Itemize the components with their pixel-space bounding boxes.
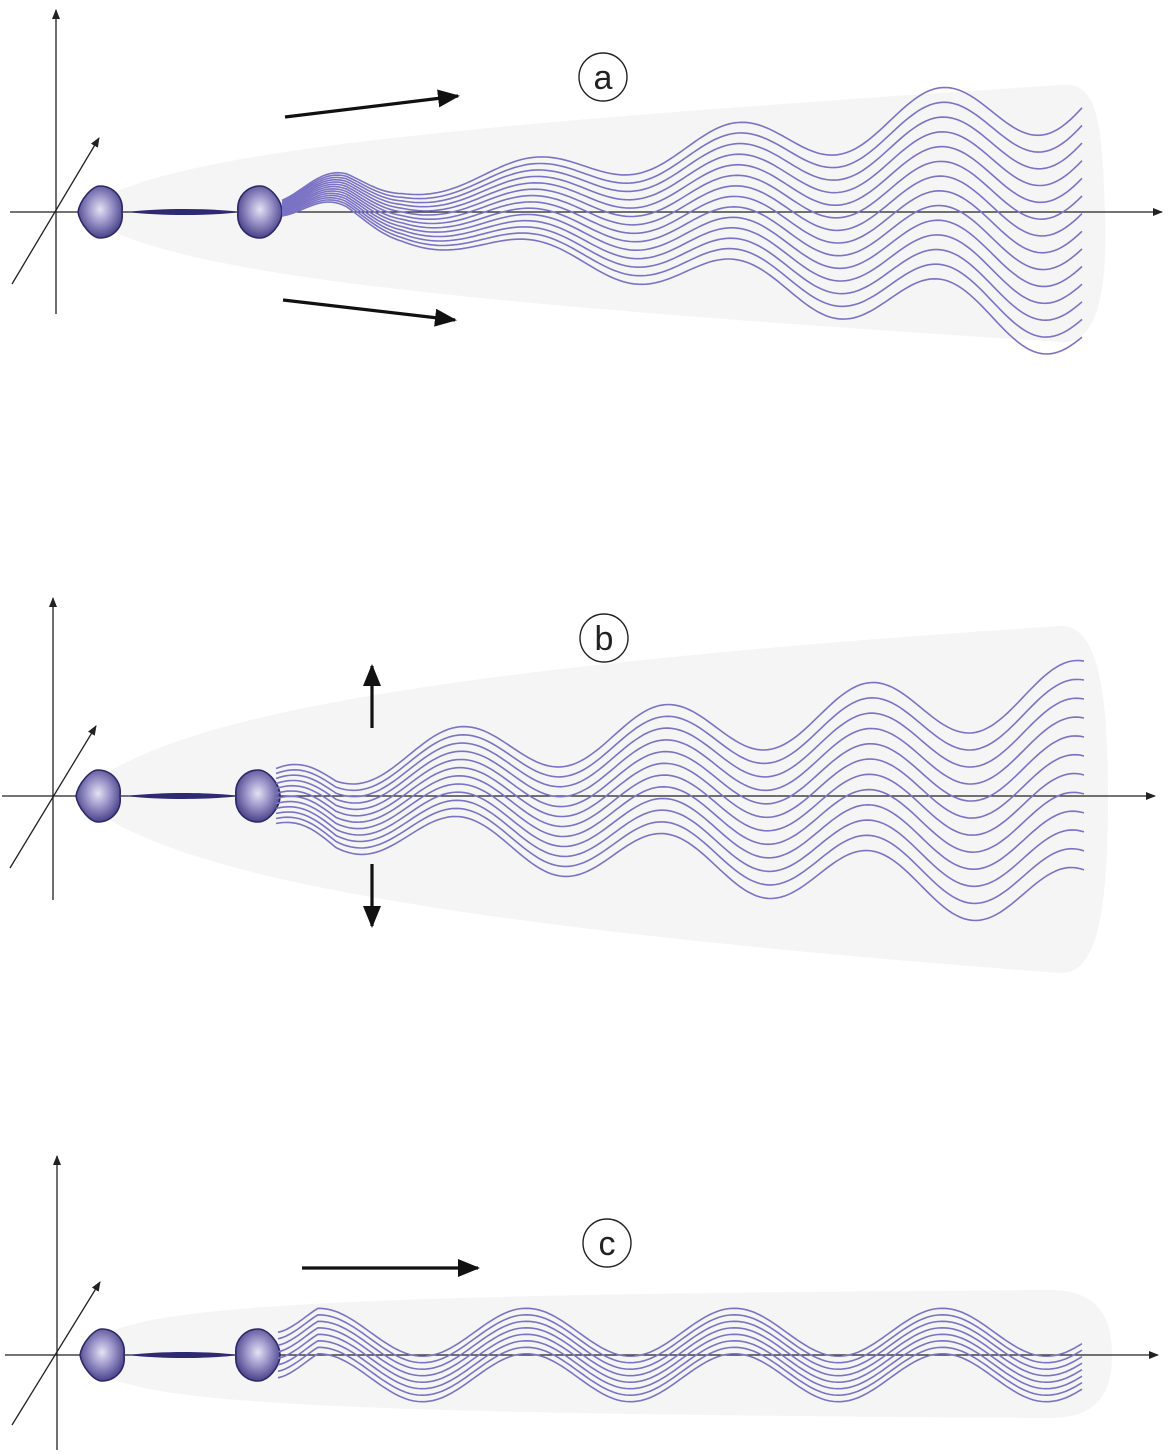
wavefront-line <box>277 1313 1083 1364</box>
wavefront-line <box>275 753 1085 819</box>
wavefront-line <box>275 791 1085 870</box>
panel-a: a <box>10 9 1163 355</box>
wavefronts <box>281 86 1083 355</box>
svg-text:c: c <box>599 1225 616 1263</box>
panel-label-c: c <box>582 1218 632 1268</box>
double-lobe-source <box>75 769 281 823</box>
wavefront-line <box>275 716 1085 804</box>
wavefront-line <box>281 201 1083 355</box>
wavefront-line <box>275 807 1085 905</box>
wavefront-line <box>281 130 1083 208</box>
wavefront-line <box>281 196 1083 322</box>
wavefronts <box>277 1307 1083 1403</box>
wavefront-line <box>275 772 1085 836</box>
wavefront-line <box>277 1339 1083 1390</box>
svg-text:b: b <box>595 620 614 658</box>
double-lobe-source <box>79 1328 281 1382</box>
wavefront-line <box>275 697 1085 798</box>
panel-c: c <box>5 1155 1159 1450</box>
svg-text:a: a <box>594 59 613 97</box>
wavefront-line <box>281 190 1083 271</box>
divergence-arrow-up <box>284 89 460 119</box>
wavefront-line <box>275 659 1085 785</box>
wavefront-line <box>277 1333 1083 1384</box>
wavefront-line <box>277 1307 1083 1358</box>
wavefront-line <box>281 192 1083 288</box>
wavefront-line <box>277 1346 1083 1397</box>
wavefront-line <box>277 1320 1083 1371</box>
wavefront-line <box>277 1352 1083 1403</box>
wavefront-line <box>275 735 1085 811</box>
divergence-arrow-down <box>282 298 457 327</box>
wavefront-line <box>281 86 1083 202</box>
wavefront-line <box>275 678 1085 792</box>
wavefront-line <box>281 199 1083 338</box>
wavefront-line <box>281 194 1083 305</box>
beam-envelope <box>78 625 1108 974</box>
wavefront-line <box>281 175 1083 237</box>
wavefront-line <box>281 160 1083 221</box>
panel-b: b <box>2 597 1156 974</box>
wavefronts <box>275 659 1085 922</box>
wavefront-line <box>281 101 1083 203</box>
wavefront-line <box>275 799 1085 888</box>
wavefront-line <box>281 116 1083 204</box>
wavefront-line <box>277 1326 1083 1377</box>
wavefront-line <box>275 815 1085 922</box>
panel-label-a: a <box>578 52 628 102</box>
beam-envelope <box>80 1290 1112 1418</box>
wavefront-line <box>275 783 1085 854</box>
wavefront-line <box>281 145 1083 212</box>
wavefront-line <box>281 187 1083 254</box>
panel-label-b: b <box>579 613 629 663</box>
